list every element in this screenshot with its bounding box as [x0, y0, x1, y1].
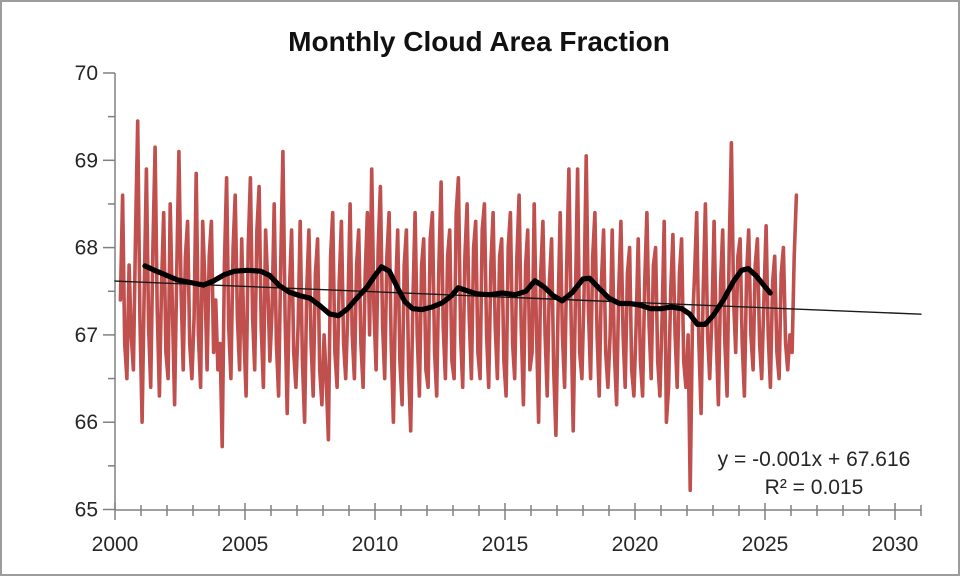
x-tick-label: 2015 [482, 533, 529, 556]
x-tick-label: 2020 [612, 533, 659, 556]
r-squared-text: R² = 0.015 [764, 476, 864, 499]
trend-equation-text: y = -0.001x + 67.616 [717, 448, 911, 471]
y-tick-label: 67 [75, 324, 98, 347]
series-linear-trend [114, 280, 922, 315]
chart-title: Monthly Cloud Area Fraction [288, 26, 670, 57]
trend-equation-annotation: y = -0.001x + 67.616 R² = 0.015 [692, 446, 936, 502]
y-tick-label: 69 [75, 149, 98, 172]
y-tick-label: 66 [75, 411, 98, 434]
y-tick-label: 68 [75, 237, 98, 260]
series-moving-average-12-month [142, 263, 773, 327]
y-tick-label: 70 [75, 62, 98, 85]
x-tick-label: 2000 [92, 533, 139, 556]
y-tick-label: 65 [75, 499, 98, 522]
series-monthly-cloud-area-fraction [118, 119, 799, 493]
x-tick-label: 2005 [222, 533, 269, 556]
x-tick-label: 2025 [742, 533, 789, 556]
x-tick-label: 2010 [352, 533, 399, 556]
x-tick-label: 2030 [872, 533, 919, 556]
